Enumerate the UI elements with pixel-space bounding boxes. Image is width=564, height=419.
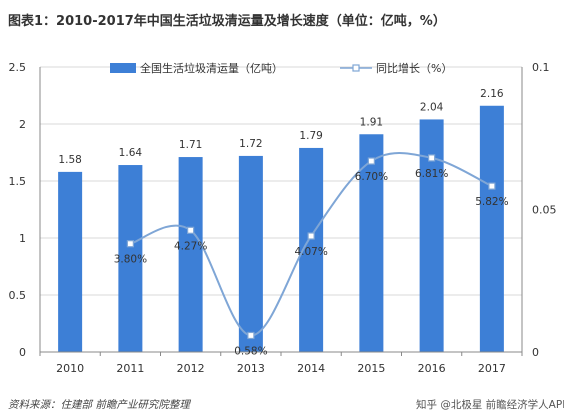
- growth-value-label: 4.07%: [294, 246, 327, 258]
- growth-point: [367, 157, 375, 165]
- growth-value-label: 6.70%: [355, 171, 388, 183]
- y-right-tick-label: 0.1: [532, 61, 550, 74]
- bar: [359, 134, 384, 352]
- bar-value-label: 1.71: [179, 139, 202, 151]
- growth-value-label: 5.82%: [475, 196, 508, 208]
- y-right-tick-label: 0.05: [532, 204, 557, 217]
- growth-point: [187, 226, 195, 234]
- grid-lines: [40, 66, 522, 296]
- watermark: 知乎 @北极星 前瞻经济学人APP: [416, 399, 564, 411]
- growth-value-label: 0.58%: [234, 345, 267, 357]
- x-tick-label: 2011: [116, 362, 144, 375]
- axes: 0 0.5 1 1.5 2 2.5 0 0.05 0.1 2010 2011 2012 2013 2014…: [9, 61, 557, 375]
- legend-bar-label: 全国生活垃圾清运量（亿吨）: [140, 61, 283, 75]
- bar: [58, 171, 83, 352]
- y-right-tick-label: 0: [532, 346, 539, 359]
- bar-value-label: 2.16: [480, 88, 504, 100]
- source-note: 资料来源：住建部 前瞻产业研究院整理: [8, 399, 190, 411]
- x-tick-label: 2013: [237, 362, 265, 375]
- legend-line-label: 同比增长（%）: [376, 61, 452, 75]
- growth-value-label: 4.27%: [174, 240, 207, 252]
- x-tick-label: 2017: [478, 362, 506, 375]
- growth-value-label: 6.81%: [415, 168, 448, 180]
- x-tick-label: 2010: [56, 362, 84, 375]
- x-tick-label: 2016: [418, 362, 446, 375]
- legend: 全国生活垃圾清运量（亿吨） 同比增长（%）: [110, 61, 452, 75]
- y-left-tick-label: 0: [19, 346, 26, 359]
- bar-value-label: 1.72: [239, 138, 262, 150]
- bar-value-label: 1.79: [299, 130, 322, 142]
- x-tick-label: 2015: [357, 362, 385, 375]
- growth-line: [126, 152, 496, 340]
- growth-value-label: 3.80%: [114, 254, 147, 266]
- y-left-tick-label: 2: [19, 118, 26, 131]
- x-tick-label: 2012: [177, 362, 205, 375]
- chart-title: 图表1：2010-2017年中国生活垃圾清运量及增长速度（单位：亿吨，%）: [8, 14, 446, 29]
- bar-value-label: 1.64: [119, 147, 143, 159]
- legend-bar-swatch: [110, 63, 136, 73]
- bar: [238, 155, 263, 352]
- bar: [178, 157, 203, 352]
- bars: [58, 105, 504, 352]
- bar-value-label: 1.91: [360, 116, 383, 128]
- y-left-tick-label: 1: [19, 232, 26, 245]
- y-left-tick-label: 2.5: [9, 61, 27, 74]
- x-tick-label: 2014: [297, 362, 325, 375]
- bar: [118, 165, 143, 352]
- legend-line-marker: [352, 64, 360, 72]
- bar: [479, 105, 504, 352]
- bar-value-label: 2.04: [420, 101, 444, 113]
- y-left-tick-label: 1.5: [9, 175, 27, 188]
- y-left-tick-label: 0.5: [9, 289, 27, 302]
- growth-point: [428, 154, 436, 162]
- growth-point: [488, 182, 496, 190]
- growth-point: [126, 240, 134, 248]
- growth-point: [307, 232, 315, 240]
- bar-value-label: 1.58: [58, 154, 81, 166]
- data-labels: 1.58 1.64 1.71 1.72 1.79 1.91 2.04 2.16 3.80% 4.2…: [58, 88, 508, 358]
- growth-point: [247, 331, 255, 340]
